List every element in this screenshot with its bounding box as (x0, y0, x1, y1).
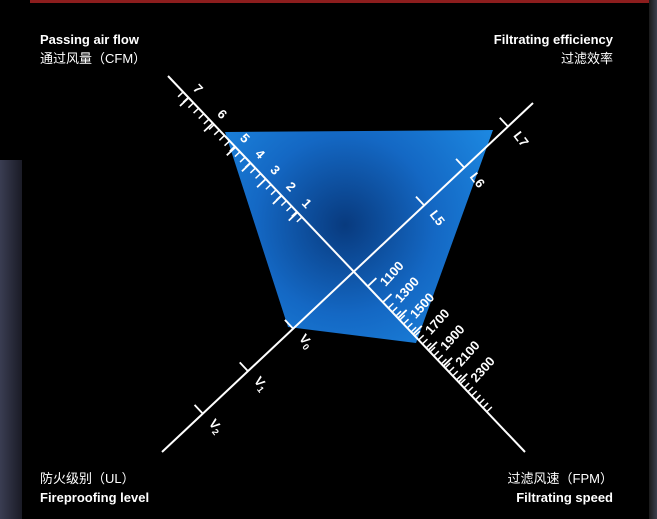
axis-tick (402, 318, 410, 325)
axis-tick (499, 117, 509, 128)
axis-tick (255, 172, 262, 179)
axis-tick (284, 319, 294, 330)
axis-tick (459, 378, 466, 385)
rating-area (225, 130, 493, 343)
axis-tick (213, 129, 220, 136)
axis-tick (467, 386, 474, 393)
ul-tick-label: V1 (249, 374, 271, 395)
axis-tick (224, 140, 231, 147)
efficiency-tick-label: L7 (511, 128, 532, 149)
axis-tick (391, 306, 398, 313)
axis-tick (249, 167, 256, 174)
axis-tick (414, 330, 421, 337)
axis-tick (193, 107, 200, 114)
cfm-title-zh: 通过风量（CFM） (40, 51, 147, 66)
axis-tick (234, 151, 241, 158)
axis-tick (421, 338, 429, 345)
fpm-axis-title: 过滤风速（FPM） Filtrating speed (508, 469, 613, 507)
axis-tick (288, 211, 299, 222)
axis-tick (457, 373, 468, 383)
axis-tick (471, 390, 478, 397)
axis-tick (241, 162, 252, 172)
axis-tick (367, 277, 378, 287)
axis-tick (452, 370, 459, 377)
axis-tick (256, 178, 267, 188)
axis-tick (437, 354, 444, 361)
axis-tick (444, 362, 451, 369)
top-border (30, 0, 657, 3)
axis-tick (397, 309, 408, 319)
axis-tick (425, 342, 432, 349)
axis-tick (474, 394, 482, 401)
efficiency-tick-label: L6 (467, 170, 488, 191)
axis-tick (229, 145, 236, 152)
axis-tick (427, 341, 438, 351)
axis-tick (286, 205, 293, 212)
axis-tick (415, 195, 425, 206)
axis-tick (387, 302, 394, 309)
axis-tick (203, 118, 210, 125)
axis-tick (239, 361, 249, 372)
axis-tick (429, 346, 436, 353)
axis-tick (265, 183, 272, 190)
axis-tick (399, 314, 406, 321)
axis-tick (448, 366, 455, 373)
axis-tick (296, 216, 303, 223)
axis-tick (239, 156, 246, 163)
fpm-title-en: Filtrating speed (516, 490, 613, 505)
axis-tick (463, 382, 470, 389)
axis-tick (406, 322, 413, 329)
axis-tick (486, 406, 493, 413)
axis-tick (418, 334, 425, 341)
axis-tick (193, 404, 204, 415)
cfm-axis-title: Passing air flow 通过风量（CFM） (40, 30, 146, 68)
ul-title-en: Fireproofing level (40, 490, 150, 505)
efficiency-title-en: Filtrating efficiency (493, 32, 613, 47)
cfm-tick-label: 6 (214, 106, 230, 122)
right-edge-panel (649, 0, 657, 519)
axis-tick (198, 113, 205, 120)
axis-tick (478, 398, 485, 405)
axis-tick (177, 91, 184, 98)
axis-tick (433, 350, 440, 357)
axis-ul-efficiency (161, 102, 534, 453)
axis-tick (410, 326, 417, 333)
axis-tick (203, 122, 214, 133)
axis-tick (412, 325, 423, 335)
axis-ticks (177, 91, 509, 415)
ul-title-zh: 防火级别（UL） (40, 471, 135, 486)
cfm-tick-label: 7 (190, 81, 206, 97)
axis-tick (272, 195, 283, 205)
left-edge-panel (0, 160, 22, 519)
axis-tick (270, 189, 277, 196)
axis-tick (179, 97, 190, 107)
cfm-title-en: Passing air flow (40, 32, 139, 47)
axis-tick (440, 358, 447, 365)
ul-tick-label: V0 (295, 331, 317, 352)
axis-cfm-efficiency (167, 75, 526, 453)
fpm-title-zh: 过滤风速（FPM） (507, 471, 613, 486)
axis-tick (208, 124, 215, 130)
axis-tick (442, 357, 453, 367)
efficiency-title-zh: 过滤效率 (560, 51, 613, 66)
ul-axis-title: 防火级别（UL） Fireproofing level (40, 469, 149, 507)
axis-tick (218, 134, 225, 141)
axis-tick (455, 158, 465, 169)
efficiency-axis-title: Filtrating efficiency 过滤效率 (494, 30, 613, 68)
axis-tick (382, 293, 393, 303)
axis-tick (291, 211, 298, 217)
axis-tick (455, 374, 463, 381)
efficiency-tick-label: L5 (427, 207, 448, 228)
axis-tick (482, 402, 489, 409)
axis-tick (226, 146, 237, 156)
ul-tick-label: V2 (204, 416, 226, 437)
axis-tick (280, 200, 287, 207)
axis-tick (395, 310, 402, 317)
axis-tick (187, 102, 194, 109)
